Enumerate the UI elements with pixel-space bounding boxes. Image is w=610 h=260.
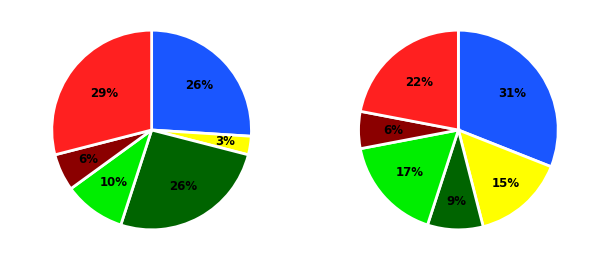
Wedge shape [152,30,251,136]
Wedge shape [458,30,558,167]
Text: 31%: 31% [498,87,526,100]
Text: 10%: 10% [99,176,127,189]
Text: 26%: 26% [169,180,197,193]
Wedge shape [52,30,152,155]
Wedge shape [361,30,458,130]
Wedge shape [152,130,251,155]
Wedge shape [428,130,483,230]
Wedge shape [71,130,152,225]
Text: 17%: 17% [396,166,424,179]
Text: 9%: 9% [446,195,466,208]
Text: 26%: 26% [185,79,213,92]
Text: 6%: 6% [384,124,403,136]
Text: 29%: 29% [90,87,118,100]
Wedge shape [121,130,248,230]
Text: 3%: 3% [216,135,235,148]
Wedge shape [458,130,551,227]
Text: 22%: 22% [405,76,433,89]
Text: 15%: 15% [492,177,520,190]
Wedge shape [361,130,458,225]
Wedge shape [359,111,458,149]
Text: 6%: 6% [79,153,98,166]
Wedge shape [55,130,152,189]
